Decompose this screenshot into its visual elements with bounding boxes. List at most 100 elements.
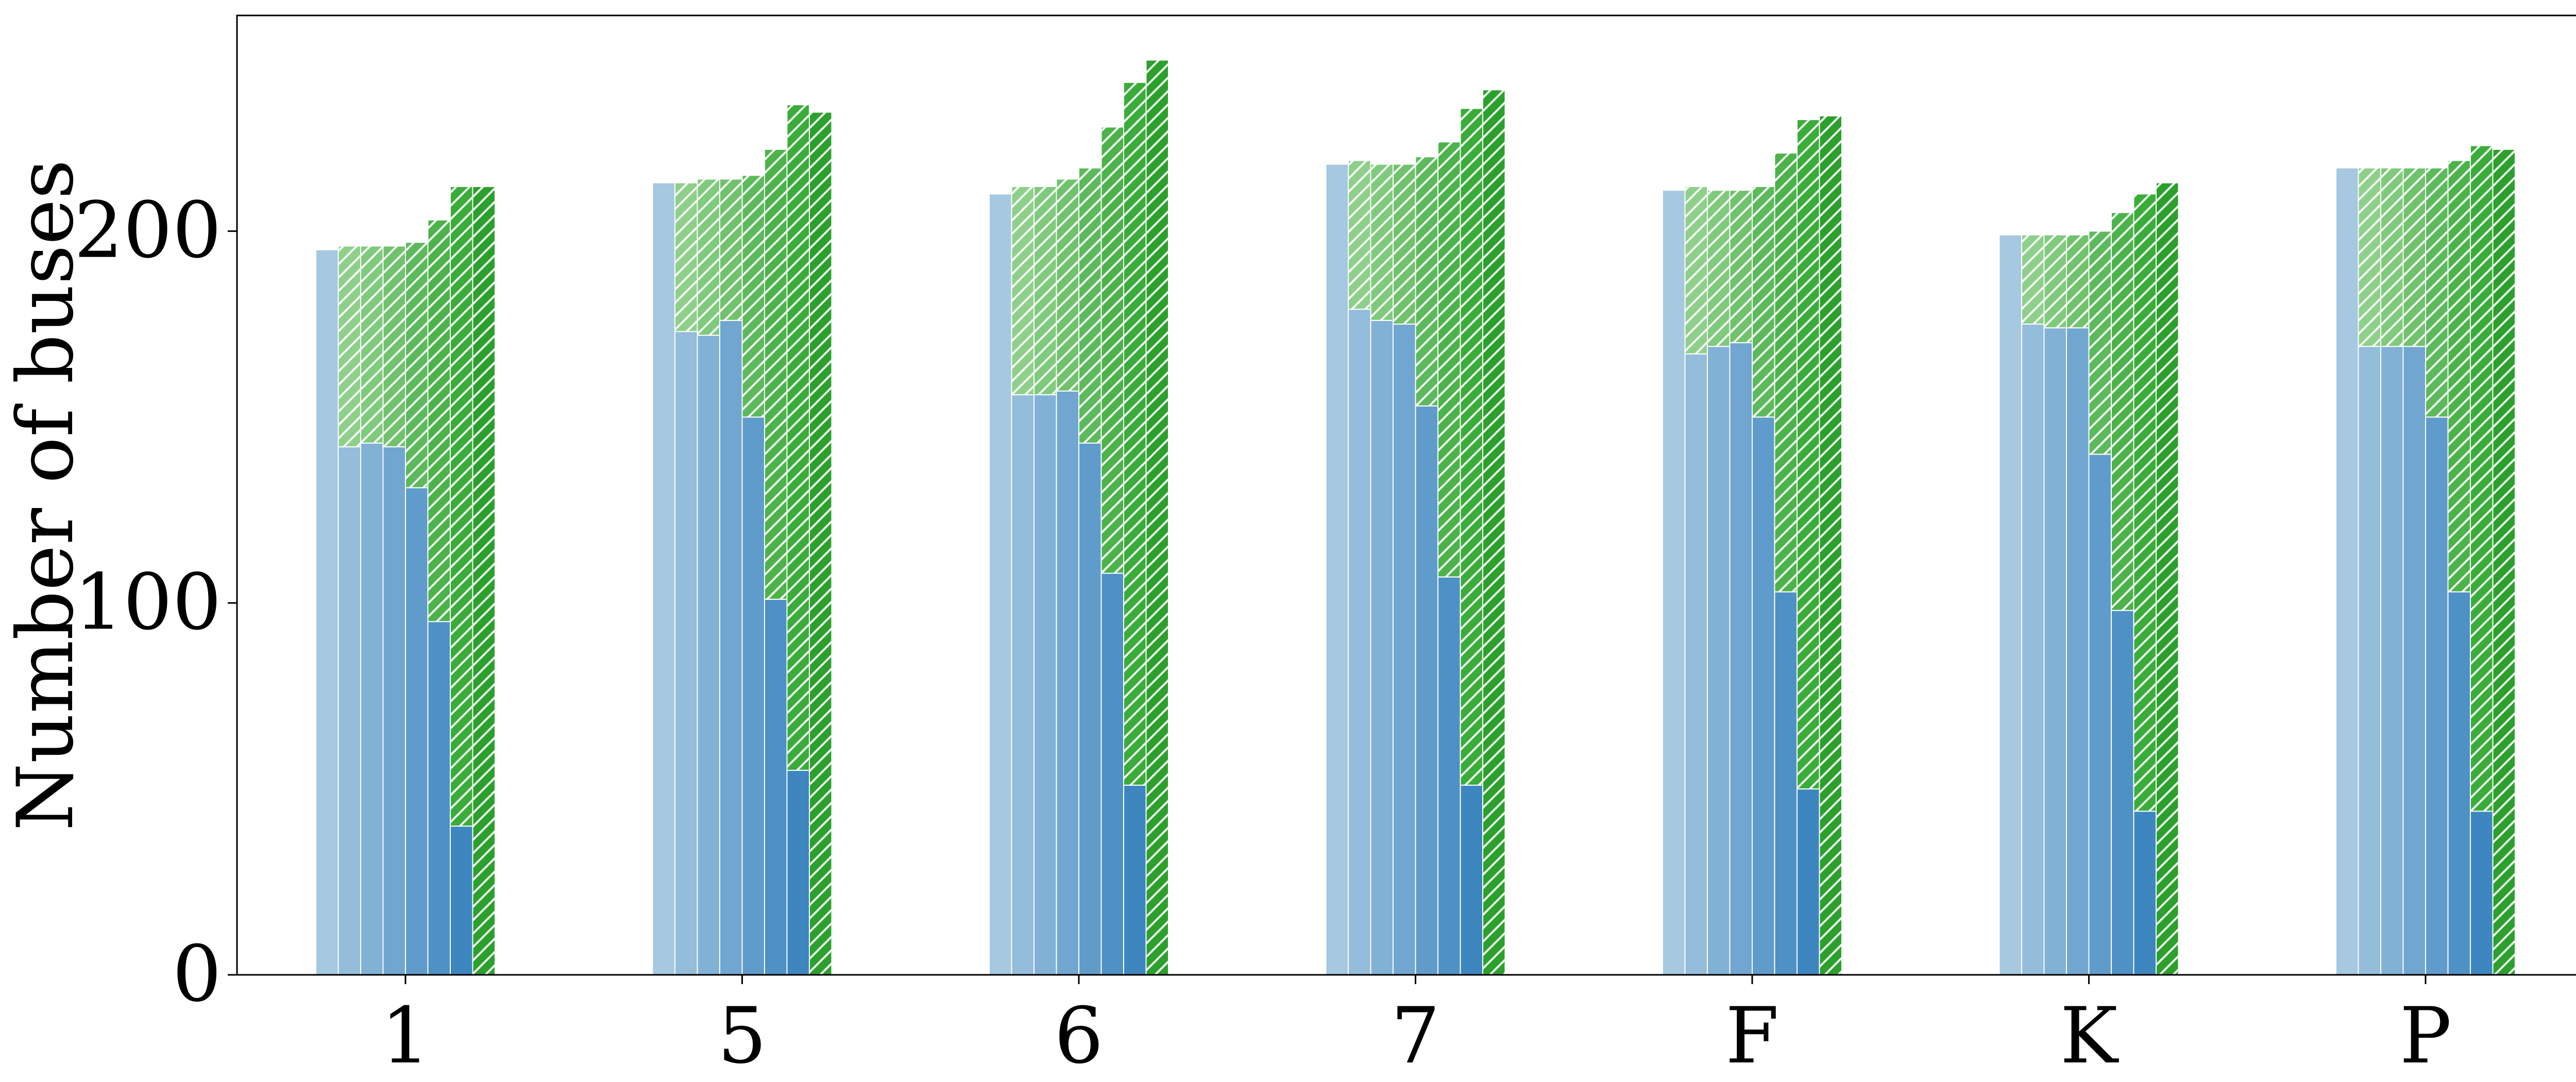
bar-hatch-5-3 (720, 179, 742, 320)
bar-hatch-P-5 (2448, 160, 2470, 592)
bar-hatch-F-1 (1685, 186, 1707, 354)
bar-blue-F-1 (1684, 353, 1708, 975)
bar-blue-6-4 (1078, 442, 1102, 976)
bar-blue-1-1 (337, 446, 361, 975)
bar-blue-F-6 (1797, 788, 1820, 976)
bar-hatch-F-6 (1797, 120, 1820, 789)
x-tick-label: K (2060, 991, 2119, 1081)
bar-blue-1-3 (382, 446, 406, 975)
bar-hatch-K-3 (2066, 234, 2089, 328)
bar-blue-7-4 (1415, 405, 1438, 976)
bar-hatch-7-3 (1393, 164, 1416, 325)
bar-hatch-P-7 (2493, 149, 2515, 975)
plot-area-frame (236, 14, 2576, 976)
bar-hatch-F-2 (1707, 190, 1730, 347)
x-axis: 1 5 6 7 F K P (381, 975, 2451, 1081)
bar-blue-5-4 (741, 416, 765, 975)
bar-blue-1-4 (405, 487, 429, 975)
bar-hatch-5-1 (675, 182, 698, 332)
y-tick-label: 200 (74, 186, 222, 276)
x-tick-label: 7 (1391, 991, 1440, 1081)
bar-hatch-F-7 (1819, 115, 1842, 975)
bar-hatch-1-2 (361, 246, 383, 443)
bar-hatch-7-6 (1460, 108, 1483, 785)
bar-blue-F-4 (1752, 416, 1775, 975)
bar-hatch-P-1 (2358, 167, 2381, 347)
bar-group-7 (1325, 89, 1506, 976)
bar-blue-K-2 (2043, 327, 2067, 975)
bar-hatch-P-2 (2381, 167, 2403, 347)
bar-group-F (1662, 115, 1842, 976)
bar-blue-5-3 (719, 319, 743, 975)
bar-blue-7-5 (1437, 576, 1461, 975)
bar-hatch-F-4 (1752, 186, 1775, 417)
bar-hatch-6-3 (1056, 179, 1079, 391)
bar-blue-F-2 (1707, 346, 1731, 975)
bar-blue-7-2 (1370, 319, 1394, 975)
bar-blue-6-1 (1011, 394, 1035, 975)
bar-hatch-K-2 (2044, 234, 2066, 328)
bar-blue-K-3 (2066, 327, 2090, 975)
bar-hatch-6-6 (1124, 82, 1146, 785)
bar-blue-P-0 (2335, 167, 2359, 976)
y-tick-label: 0 (173, 929, 222, 1019)
bar-blue-5-1 (674, 331, 698, 975)
bar-blue-K-1 (2021, 324, 2045, 975)
bar-hatch-K-1 (2022, 234, 2044, 325)
bar-blue-7-6 (1460, 784, 1483, 975)
bar-hatch-F-5 (1774, 153, 1797, 592)
bar-blue-P-5 (2447, 591, 2471, 975)
bar-blue-6-3 (1056, 390, 1079, 975)
bar-blue-5-6 (786, 770, 810, 975)
bar-blue-F-5 (1774, 591, 1798, 975)
bar-group-P (2335, 145, 2516, 976)
bar-blue-7-3 (1393, 324, 1416, 975)
bar-blue-6-2 (1033, 394, 1057, 975)
bar-hatch-7-4 (1415, 157, 1438, 406)
bar-blue-1-5 (427, 621, 451, 976)
bar-blue-P-4 (2425, 416, 2449, 975)
bar-hatch-5-6 (787, 105, 809, 771)
bar-blue-7-1 (1348, 309, 1371, 975)
bar-hatch-P-3 (2403, 167, 2426, 347)
bar-group-6 (989, 59, 1169, 976)
bar-hatch-1-5 (428, 219, 450, 622)
x-tick-label: F (1725, 991, 1779, 1081)
bars-layer (315, 59, 2516, 976)
bar-hatch-P-6 (2470, 145, 2493, 812)
bar-hatch-1-4 (405, 242, 428, 488)
bar-hatch-K-7 (2156, 182, 2179, 975)
bar-blue-6-0 (989, 193, 1012, 976)
bar-blue-7-0 (1325, 163, 1349, 976)
bar-hatch-6-4 (1079, 167, 1101, 443)
bar-blue-K-0 (1998, 234, 2022, 976)
bar-blue-5-0 (652, 182, 675, 975)
bar-hatch-5-5 (765, 149, 787, 600)
bar-blue-5-2 (697, 334, 720, 976)
bar-blue-F-3 (1729, 342, 1753, 975)
bar-blue-P-6 (2470, 810, 2494, 975)
bar-blue-6-5 (1100, 572, 1124, 975)
x-tick-label: 5 (718, 991, 767, 1081)
bar-hatch-7-1 (1348, 160, 1371, 310)
bar-hatch-P-4 (2426, 167, 2448, 417)
bar-hatch-F-3 (1730, 190, 1752, 343)
bar-hatch-5-2 (697, 179, 720, 335)
bar-blue-1-6 (450, 825, 473, 976)
bar-hatch-7-2 (1370, 164, 1393, 320)
x-tick-label: 1 (381, 991, 430, 1081)
bar-hatch-K-5 (2111, 212, 2134, 611)
x-tick-label: 6 (1054, 991, 1103, 1081)
bar-hatch-6-7 (1146, 60, 1168, 975)
bar-hatch-6-2 (1034, 186, 1057, 395)
bar-group-1 (315, 185, 496, 976)
bar-hatch-7-5 (1438, 142, 1461, 577)
bar-blue-5-5 (764, 599, 788, 975)
bar-hatch-5-7 (809, 112, 832, 975)
y-axis: 0 100 200 (74, 186, 237, 1019)
bar-hatch-5-4 (742, 175, 765, 417)
y-tick-label: 100 (74, 557, 222, 647)
bar-blue-1-2 (360, 442, 384, 976)
x-tick-label: P (2400, 991, 2452, 1081)
